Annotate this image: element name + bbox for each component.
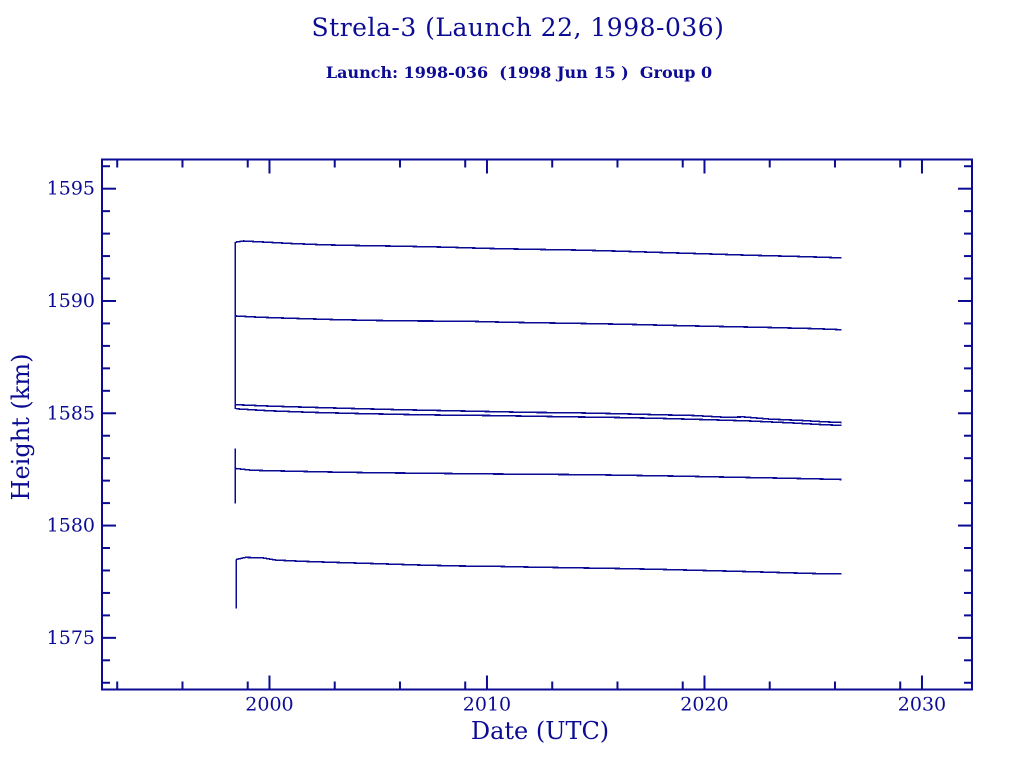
series-line-object-4: [235, 408, 842, 427]
series-line-object-5: [235, 467, 842, 481]
x-tick-label: 2030: [898, 694, 946, 716]
x-axis-label: Date (UTC): [470, 717, 610, 745]
chart-subtitle: Launch: 1998-036 (1998 Jun 15 ) Group 0: [325, 63, 713, 82]
series-line-object-3: [235, 403, 842, 424]
x-tick-label: 2020: [680, 694, 728, 716]
y-tick-label: 1590: [47, 290, 95, 312]
series-line-object-2: [235, 315, 842, 331]
y-tick-label: 1580: [47, 515, 95, 537]
y-tick-label: 1595: [47, 178, 95, 200]
series-line-object-1: [235, 240, 842, 259]
chart-title: Strela-3 (Launch 22, 1998-036): [311, 13, 725, 42]
x-tick-label: 2010: [463, 694, 511, 716]
y-tick-label: 1585: [47, 402, 95, 424]
y-tick-label: 1575: [47, 627, 95, 649]
series-line-object-6: [236, 556, 842, 575]
x-tick-label: 2000: [245, 694, 293, 716]
plot-frame: [101, 158, 973, 691]
